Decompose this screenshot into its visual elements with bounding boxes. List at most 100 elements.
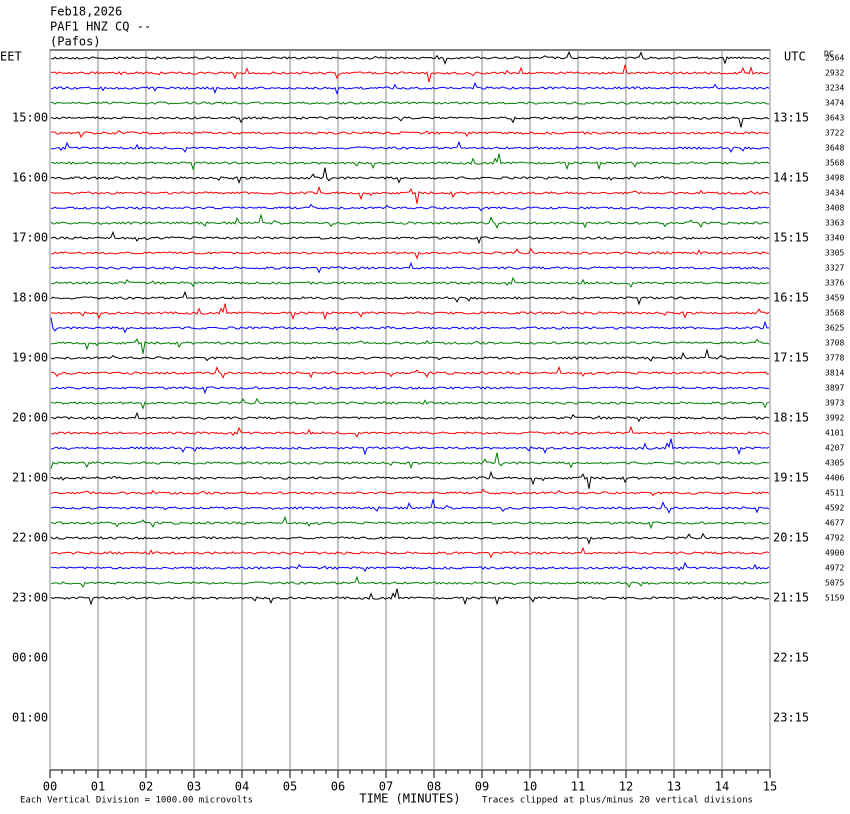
left-time-label: 22:00: [12, 531, 48, 545]
x-tick-label: 14: [715, 780, 729, 794]
dc-value: 3992: [825, 414, 844, 423]
right-time-label: 15:15: [773, 231, 809, 245]
dc-value: 3327: [825, 264, 844, 273]
trace: [50, 276, 770, 288]
dc-value: 3973: [825, 399, 844, 408]
dc-value: 3722: [825, 129, 844, 138]
dc-value: 4592: [825, 504, 844, 513]
trace: [50, 213, 770, 229]
dc-value: 3643: [825, 114, 844, 123]
date: Feb18,2026: [50, 5, 122, 19]
dc-value: 3376: [825, 279, 844, 288]
right-time-label: 22:15: [773, 651, 809, 665]
dc-value: 5075: [825, 579, 844, 588]
trace: [50, 130, 770, 139]
right-time-label: 13:15: [773, 111, 809, 125]
right-time-label: 21:15: [773, 591, 809, 605]
trace: [50, 365, 769, 379]
dc-value: 3568: [825, 159, 844, 168]
trace: [50, 203, 770, 212]
trace: [51, 338, 770, 354]
clip-note: Traces clipped at plus/minus 20 vertical…: [482, 796, 753, 806]
right-time-label: 14:15: [773, 171, 809, 185]
right-axis-label: UTC: [784, 50, 806, 64]
dc-value: 3234: [825, 84, 844, 93]
left-time-label: 15:00: [12, 111, 48, 125]
trace: [50, 588, 770, 606]
dc-value: 4900: [825, 549, 844, 558]
trace: [50, 290, 770, 306]
left-time-label: 20:00: [12, 411, 48, 425]
dc-value: 3814: [825, 369, 844, 378]
left-time-label: 00:00: [12, 651, 48, 665]
left-time-label: 23:00: [12, 591, 48, 605]
trace: [50, 64, 770, 83]
trace: [50, 303, 770, 321]
dc-value: 3363: [825, 219, 844, 228]
dc-value: 3568: [825, 309, 844, 318]
left-time-label: 18:00: [12, 291, 48, 305]
x-tick-label: 15: [763, 780, 777, 794]
trace: [50, 438, 770, 456]
trace: [50, 101, 770, 105]
dc-value: 4207: [825, 444, 844, 453]
x-tick-label: 12: [619, 780, 633, 794]
x-tick-label: 09: [475, 780, 489, 794]
trace: [50, 81, 770, 96]
left-time-label: 21:00: [12, 471, 48, 485]
dc-value: 4406: [825, 474, 844, 483]
right-time-label: 20:15: [773, 531, 809, 545]
dc-value: 3474: [825, 99, 844, 108]
left-axis-label: EET: [0, 50, 22, 64]
location: (Pafos): [50, 35, 101, 49]
trace: [50, 561, 770, 573]
trace: [50, 515, 770, 530]
dc-value: 4792: [825, 534, 844, 543]
dc-value: 4677: [825, 519, 844, 528]
right-time-label: 18:15: [773, 411, 809, 425]
dc-value: 4511: [825, 489, 844, 498]
x-tick-label: 01: [91, 780, 105, 794]
x-axis-label: TIME (MINUTES): [359, 792, 460, 806]
dc-value: 3708: [825, 339, 844, 348]
left-time-label: 01:00: [12, 711, 48, 725]
trace: [50, 116, 770, 128]
scale-note: Each Vertical Division = 1000.00 microvo…: [20, 796, 253, 806]
trace: [50, 452, 770, 470]
plot-frame: [49, 49, 771, 771]
dc-value: 3625: [825, 324, 844, 333]
x-tick-label: 06: [331, 780, 345, 794]
trace: [50, 153, 770, 171]
trace: [50, 488, 770, 497]
x-tick-label: 02: [139, 780, 153, 794]
trace: [50, 348, 770, 362]
dc-value: 3778: [825, 354, 844, 363]
right-time-label: 16:15: [773, 291, 809, 305]
trace: [50, 261, 770, 274]
dc-value: 3648: [825, 144, 844, 153]
trace: [50, 470, 770, 489]
trace: [50, 425, 770, 438]
trace: [50, 247, 770, 260]
trace: [50, 167, 770, 185]
trace: [50, 185, 770, 204]
x-tick-label: 08: [427, 780, 441, 794]
dc-value: 3897: [825, 384, 844, 393]
left-time-label: 17:00: [12, 231, 48, 245]
dc-label: DC: [824, 50, 834, 59]
x-tick-label: 07: [379, 780, 393, 794]
dc-value: 3340: [825, 234, 844, 243]
station: PAF1 HNZ CQ --: [50, 20, 151, 34]
right-time-label: 19:15: [773, 471, 809, 485]
trace: [50, 498, 770, 514]
trace: [50, 386, 770, 395]
dc-value: 3408: [825, 204, 844, 213]
right-time-label: 17:15: [773, 351, 809, 365]
dc-value: 3305: [825, 249, 844, 258]
left-time-label: 19:00: [12, 351, 48, 365]
dc-value: 2932: [825, 69, 844, 78]
dc-value: 3434: [825, 189, 844, 198]
x-tick-label: 10: [523, 780, 537, 794]
trace: [50, 532, 770, 545]
